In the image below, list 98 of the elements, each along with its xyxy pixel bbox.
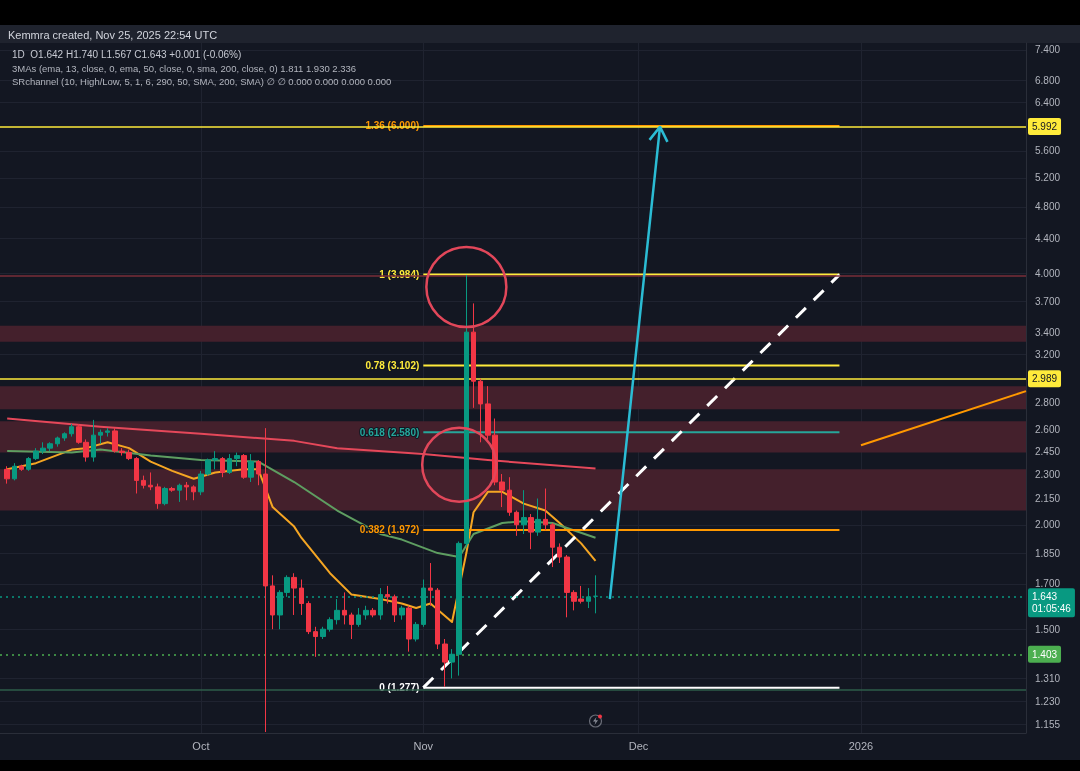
candlestick xyxy=(69,423,74,438)
candlestick xyxy=(12,462,17,481)
candlestick xyxy=(428,562,433,607)
candlestick xyxy=(349,612,354,640)
candlestick xyxy=(478,378,483,443)
y-tick-label: 1.500 xyxy=(1035,623,1061,635)
candlestick xyxy=(399,605,405,621)
y-tick-label: 5.600 xyxy=(1035,145,1061,157)
candlestick xyxy=(535,498,541,537)
line-series xyxy=(6,441,597,624)
candlestick xyxy=(169,486,175,493)
y-tick-label: 2.600 xyxy=(1035,424,1061,436)
y-tick-label: 2.150 xyxy=(1035,493,1061,505)
y-tick-label: 3.700 xyxy=(1035,295,1061,307)
y-tick-label: 4.000 xyxy=(1035,267,1061,279)
y-tick-label: 4.400 xyxy=(1035,233,1061,245)
series-label: 0.618 (2.580) xyxy=(359,426,420,438)
line-series xyxy=(6,448,597,559)
y-tick-label: 6.800 xyxy=(1035,75,1061,86)
candlestick xyxy=(191,484,196,501)
ref-line-label: 5.992 xyxy=(1032,121,1058,133)
candlestick xyxy=(413,621,419,643)
annotation: SRchannel (10, High/Low, 5, 1, 6, 290, 50, SMA, 200, SMA) ∅ ∅ 0.000 0.000 0.000 0.000 xyxy=(12,75,392,87)
candlestick xyxy=(528,513,534,550)
line-series xyxy=(6,417,597,470)
y-tick-label: 2.000 xyxy=(1035,519,1061,531)
candlestick xyxy=(464,274,469,548)
candlestick xyxy=(248,453,254,483)
y-tick-label: 6.400 xyxy=(1035,97,1061,109)
candlestick xyxy=(507,476,512,517)
candlestick xyxy=(550,522,555,568)
candlestick xyxy=(363,605,369,621)
y-tick-label: 1.230 xyxy=(1035,695,1061,707)
candlestick xyxy=(105,427,110,438)
text: 1D O1.642 H1.740 L1.567 C1.643 +0.001 (-0.06%) xyxy=(12,48,242,60)
candlestick xyxy=(442,638,448,688)
y-tick-label: 3.200 xyxy=(1035,348,1061,360)
candlestick xyxy=(356,607,361,628)
candlestick xyxy=(543,488,548,531)
y-tick-label: 2.800 xyxy=(1035,397,1061,409)
candlestick xyxy=(270,574,275,630)
candlestick xyxy=(177,483,182,503)
candlestick xyxy=(514,510,519,537)
y-tick-label: 2.300 xyxy=(1035,468,1061,480)
candlestick xyxy=(263,427,268,733)
candlestick xyxy=(98,429,103,445)
series-label: 0.78 (3.102) xyxy=(365,359,420,371)
candlestick xyxy=(586,587,591,609)
ref-line-label: 2.989 xyxy=(1032,373,1058,385)
series-label: 1 (3.984) xyxy=(379,269,420,281)
candlestick xyxy=(62,431,67,442)
candlestick xyxy=(385,585,390,605)
candlestick xyxy=(19,464,24,472)
candlestick xyxy=(291,572,297,616)
candlestick xyxy=(406,605,412,653)
candlestick xyxy=(134,456,139,494)
y-tick-label: 5.200 xyxy=(1035,172,1061,184)
y-tick-label: 1.310 xyxy=(1035,672,1061,684)
y-tick-label: 3.400 xyxy=(1035,326,1061,338)
y-tick-label: 7.400 xyxy=(1035,44,1061,56)
candlestick xyxy=(241,453,247,480)
x-tick-label: Dec xyxy=(628,739,649,752)
chart-title: Kemmra created, Nov 25, 2025 22:54 UTC xyxy=(8,28,218,41)
ref-line-label: 1.403 xyxy=(1032,648,1058,660)
candlestick xyxy=(220,456,225,478)
y-tick-label: 1.700 xyxy=(1035,578,1061,590)
candlestick xyxy=(299,579,304,616)
candlestick xyxy=(141,475,146,490)
y-tick-label: 1.155 xyxy=(1035,718,1061,730)
candlestick xyxy=(313,626,318,658)
y-tick-label: 4.800 xyxy=(1035,201,1061,213)
candlestick xyxy=(370,607,376,618)
candlestick xyxy=(557,542,562,564)
x-tick-label: Oct xyxy=(192,739,210,752)
candlestick xyxy=(91,419,96,463)
candlestick xyxy=(26,456,31,472)
y-tick-label: 1.850 xyxy=(1035,547,1061,559)
candlestick xyxy=(55,436,60,448)
annotation: 3MAs (ema, 13, close, 0, ema, 50, close, 0, sma, 200, close, 0) 1.811 1.930 2.336 xyxy=(12,62,357,74)
candlestick xyxy=(435,587,440,650)
y-tick-label: 2.450 xyxy=(1035,445,1061,457)
candlestick xyxy=(256,459,261,486)
series-label: 0 (1.277) xyxy=(379,682,420,694)
x-tick-label: 2026 xyxy=(848,739,874,752)
candlestick xyxy=(162,486,168,506)
ref-line-label: 1.643 01:05:46 xyxy=(1032,591,1072,615)
candlestick xyxy=(392,594,397,623)
candlestick xyxy=(227,453,232,475)
candlestick xyxy=(148,471,153,491)
candlestick xyxy=(4,465,10,485)
candlestick xyxy=(306,600,311,635)
candlestick xyxy=(342,591,347,625)
x-tick-label: Nov xyxy=(413,739,434,752)
candlestick xyxy=(234,452,240,467)
candlestick xyxy=(521,489,527,535)
candlestick xyxy=(155,483,161,510)
candlestick xyxy=(471,302,476,409)
candlestick xyxy=(184,481,189,501)
